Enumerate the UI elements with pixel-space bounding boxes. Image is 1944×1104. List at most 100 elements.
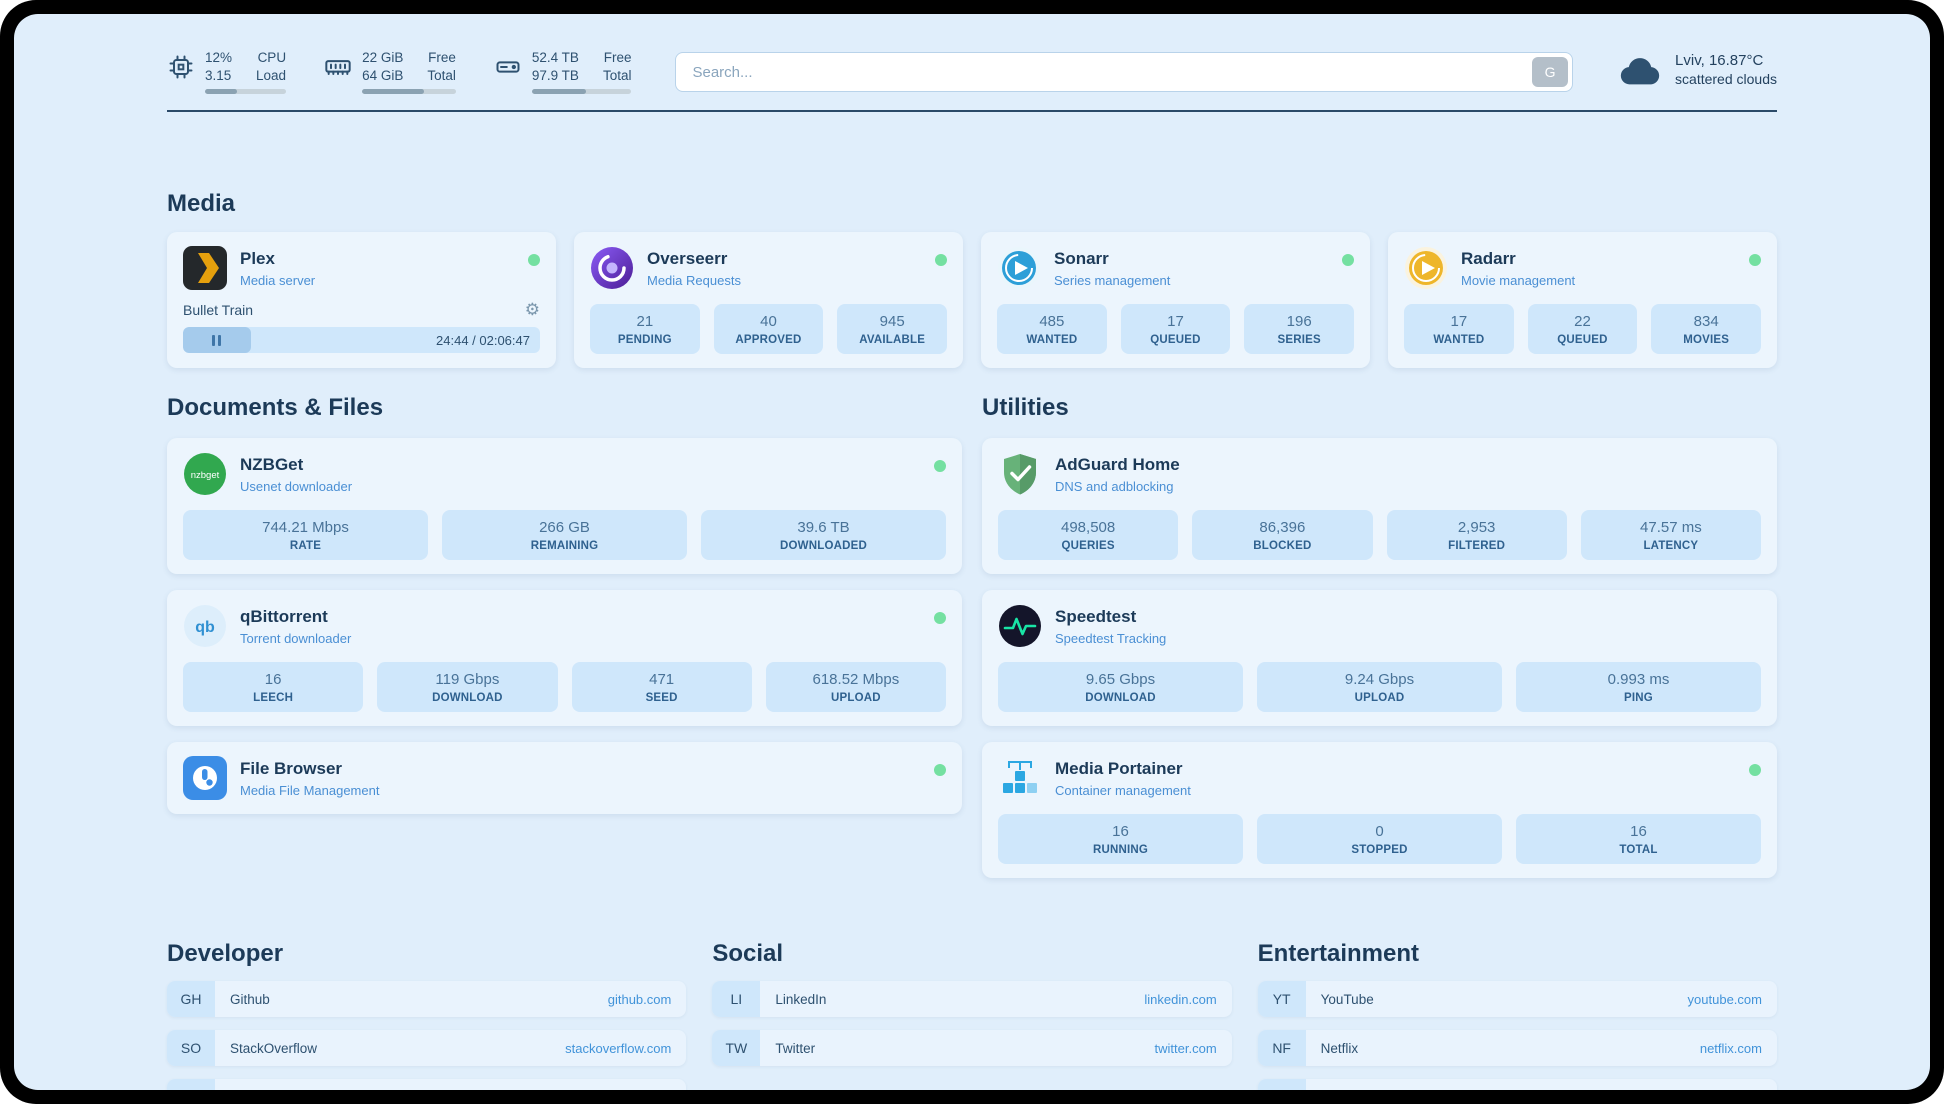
stat-block: 471 SEED [571, 662, 752, 712]
bookmark-abbr: YT [1257, 981, 1306, 1017]
dashboard-page: 12% 3.15 CPU Load [14, 14, 1930, 1090]
stat-label: UPLOAD [1354, 692, 1405, 704]
stat-block: 16 TOTAL [1516, 814, 1761, 864]
bookmark-url[interactable]: github.com [607, 991, 672, 1007]
service-subtitle: Media Requests [647, 273, 741, 288]
stat-label: QUEUED [1557, 334, 1608, 346]
cpu-usage-bar [205, 89, 287, 94]
speedtest-icon [998, 604, 1042, 648]
stat-label: QUERIES [1061, 540, 1115, 552]
memory-usage-fill [362, 89, 424, 94]
stat-block: 40 APPROVED [713, 304, 824, 354]
stat-label: BLOCKED [1253, 540, 1312, 552]
stat-value: 945 [879, 313, 905, 330]
bookmark-name: StackOverflow [230, 1040, 318, 1056]
stat-value: 9.65 Gbps [1085, 671, 1156, 688]
stat-label: AVAILABLE [859, 334, 926, 346]
hard-drive-icon [494, 53, 522, 81]
stat-value: 266 GB [539, 519, 590, 536]
sonarr-icon [997, 246, 1041, 290]
nzbget-icon: nzbget [183, 452, 227, 496]
stat-value: 834 [1693, 313, 1719, 330]
disk-usage-bar [531, 89, 632, 94]
stat-label: WANTED [1026, 334, 1078, 346]
section-title-utilities: Utilities [982, 394, 1069, 421]
stat-value: 196 [1286, 313, 1312, 330]
service-name: Speedtest [1055, 607, 1137, 626]
filebrowser-card[interactable]: File Browser Media File Management [167, 742, 962, 814]
bookmark-group-social: Social LI LinkedIn linkedin.com TW Twitt… [712, 940, 1232, 1066]
plex-card[interactable]: Plex Media server Bullet Train ⚙ 24:44 /… [167, 232, 556, 368]
service-subtitle: Media File Management [240, 783, 380, 798]
stat-block: 2,953 FILTERED [1386, 510, 1567, 560]
stat-value: 16 [1630, 823, 1647, 840]
bookmark-url[interactable]: dev.to [637, 1090, 671, 1091]
bookmark-netflix[interactable]: NF Netflix netflix.com [1257, 1030, 1777, 1066]
stat-block: 17 QUEUED [1120, 304, 1231, 354]
bookmark-twitter[interactable]: TW Twitter twitter.com [712, 1030, 1232, 1066]
stat-label: RUNNING [1092, 844, 1149, 856]
bookmark-abbr: TW [712, 1030, 761, 1066]
service-name: Sonarr [1054, 249, 1109, 268]
bookmark-url[interactable]: youtube.com [1687, 991, 1762, 1007]
pause-button[interactable] [183, 327, 251, 353]
cpu-chip-icon [167, 53, 195, 81]
bookmark-dev[interactable]: DT DEV dev.to [167, 1079, 687, 1091]
stat-block: 618.52 Mbps UPLOAD [765, 662, 946, 712]
bookmark-name: Twitter [775, 1040, 816, 1056]
bookmark-url[interactable]: twitter.com [1154, 1040, 1217, 1056]
portainer-card[interactable]: Media Portainer Container management 16 … [982, 742, 1777, 878]
stat-label: PING [1624, 692, 1653, 704]
pause-icon [218, 334, 222, 346]
memory-free-label: Free [428, 50, 456, 65]
adguard-card[interactable]: AdGuard Home DNS and adblocking 498,508 … [982, 438, 1777, 574]
bookmark-url[interactable]: linkedin.com [1144, 991, 1217, 1007]
search-provider-button[interactable]: G [1532, 57, 1569, 87]
service-name: NZBGet [240, 455, 304, 474]
service-name: AdGuard Home [1055, 455, 1180, 474]
bookmark-youtube[interactable]: YT YouTube youtube.com [1257, 981, 1777, 1017]
stat-block: 9.65 Gbps DOWNLOAD [998, 662, 1243, 712]
stat-value: 22 [1574, 313, 1591, 330]
stat-label: LEECH [253, 692, 294, 704]
cpu-load-value: 3.15 [205, 68, 232, 83]
bookmark-url[interactable]: stackoverflow.com [565, 1040, 672, 1056]
speedtest-card[interactable]: Speedtest Speedtest Tracking 9.65 Gbps D… [982, 590, 1777, 726]
cpu-widget: 12% 3.15 CPU Load [167, 50, 287, 94]
bookmark-github[interactable]: GH Github github.com [167, 981, 687, 1017]
weather-condition: scattered clouds [1675, 70, 1777, 87]
plex-player-bar[interactable]: 24:44 / 02:06:47 [183, 327, 540, 353]
search-input[interactable] [675, 52, 1574, 92]
utilities-column: Utilities AdGuard Home DNS and adblockin… [982, 394, 1777, 878]
now-playing-title: Bullet Train [183, 301, 254, 318]
gear-icon[interactable]: ⚙ [524, 300, 540, 319]
stat-value: 47.57 ms [1640, 519, 1702, 536]
media-grid: Plex Media server Bullet Train ⚙ 24:44 /… [167, 232, 1777, 368]
nzbget-card[interactable]: nzbget NZBGet Usenet downloader 744.21 M… [167, 438, 962, 574]
stat-value: 39.6 TB [797, 519, 850, 536]
pause-icon [212, 334, 216, 346]
stat-value: 2,953 [1457, 519, 1496, 536]
qbittorrent-card[interactable]: qb qBittorrent Torrent downloader 16 LEE… [167, 590, 962, 726]
radarr-icon [1404, 246, 1448, 290]
radarr-card[interactable]: Radarr Movie management 17 WANTED 22 QUE… [1388, 232, 1777, 368]
weather-widget: Lviv, 16.87°C scattered clouds [1617, 50, 1777, 88]
overseerr-card[interactable]: Overseerr Media Requests 21 PENDING 40 A… [574, 232, 963, 368]
bookmark-linkedin[interactable]: LI LinkedIn linkedin.com [712, 981, 1232, 1017]
bookmark-stackoverflow[interactable]: SO StackOverflow stackoverflow.com [167, 1030, 687, 1066]
playback-time: 24:44 / 02:06:47 [436, 332, 530, 348]
stat-label: LATENCY [1643, 540, 1699, 552]
sonarr-card[interactable]: Sonarr Series management 485 WANTED 17 Q… [981, 232, 1370, 368]
stat-value: 0.993 ms [1607, 671, 1670, 688]
bookmark-abbr: RE [1257, 1079, 1306, 1090]
weather-location: Lviv, 16.87°C [1675, 51, 1764, 69]
service-name: Radarr [1461, 249, 1516, 268]
memory-total-label: Total [427, 68, 456, 83]
bookmark-url[interactable]: reddit.com [1701, 1090, 1762, 1091]
bookmark-url[interactable]: netflix.com [1699, 1040, 1762, 1056]
bookmark-reddit[interactable]: RE Reddit reddit.com [1257, 1079, 1777, 1091]
stat-label: APPROVED [735, 334, 802, 346]
stat-block: 744.21 Mbps RATE [183, 510, 428, 560]
disk-total-label: Total [602, 68, 632, 83]
stat-label: UPLOAD [830, 692, 881, 704]
